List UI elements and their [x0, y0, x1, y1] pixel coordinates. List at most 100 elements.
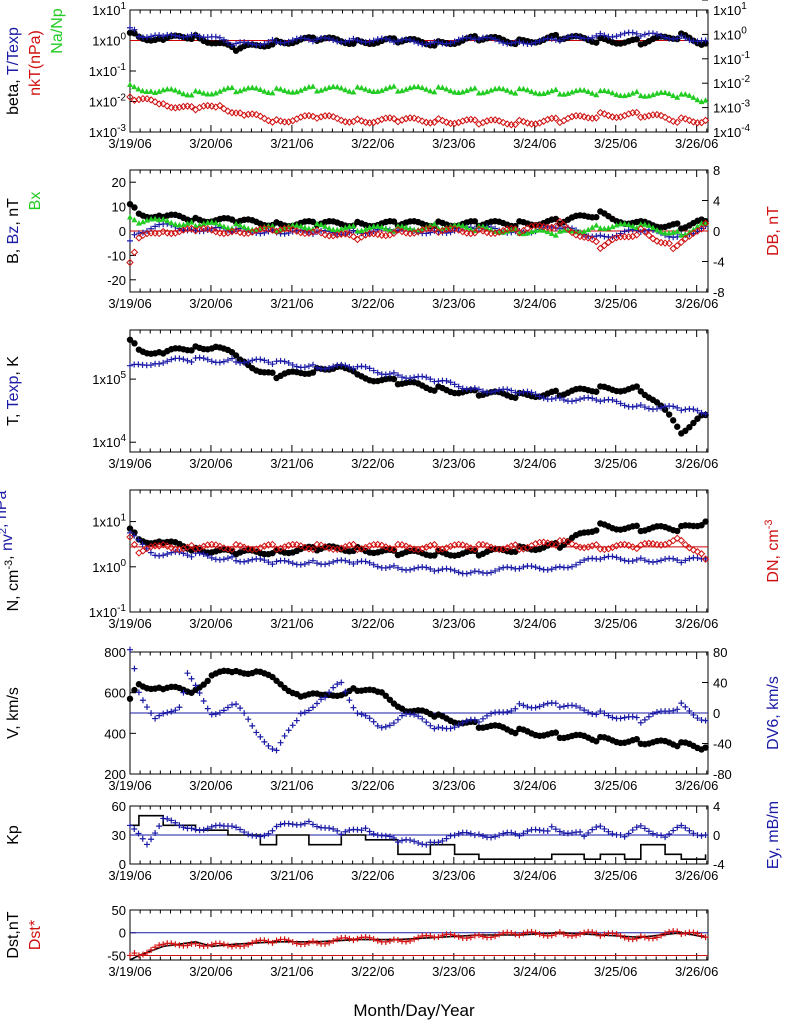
data-point [471, 218, 479, 225]
data-point [673, 118, 681, 127]
data-point [394, 372, 401, 379]
data-point [204, 677, 211, 685]
x-tick-label: 3/24/06 [513, 868, 556, 883]
data-point [504, 228, 511, 234]
data-point [431, 387, 438, 394]
data-point [451, 932, 458, 939]
data-point [415, 934, 422, 941]
data-point [504, 709, 511, 716]
data-point [515, 116, 524, 125]
data-point [390, 229, 398, 237]
data-point [354, 37, 361, 44]
data-point [229, 84, 235, 90]
data-point [653, 110, 661, 119]
data-point [597, 708, 604, 715]
data-point [232, 352, 240, 359]
data-point [333, 231, 341, 239]
data-point [694, 930, 701, 937]
data-point [556, 118, 564, 127]
data-point [200, 697, 207, 704]
data-point [261, 832, 268, 839]
data-point [394, 839, 401, 846]
y-left-tick-label: 200 [104, 767, 126, 782]
data-point [677, 238, 685, 246]
data-point [204, 705, 211, 712]
data-point [641, 404, 648, 411]
panel-3: 3/19/06 3/20/06 3/21/06 3/22/06 3/23/06 3/24/… [5, 329, 718, 471]
data-point [439, 932, 446, 939]
data-point [488, 834, 495, 841]
data-point [511, 225, 520, 233]
data-point [596, 244, 605, 253]
data-point [168, 708, 175, 715]
data-point [577, 559, 584, 566]
data-point [245, 557, 252, 564]
data-point [532, 564, 539, 571]
data-point [581, 929, 588, 936]
data-point [334, 83, 341, 90]
data-point [500, 85, 507, 92]
data-point [156, 942, 163, 949]
data-point [666, 928, 673, 935]
y-right-tick-label: 1x101 [713, 1, 747, 18]
data-point [617, 932, 624, 939]
data-point [257, 555, 264, 562]
y-right-tick-label: 8 [713, 163, 720, 178]
data-point [593, 213, 600, 221]
series-line [130, 814, 707, 860]
data-point [257, 41, 264, 48]
data-point [402, 542, 410, 550]
data-point [167, 544, 175, 552]
data-point [645, 231, 653, 240]
data-point [350, 937, 357, 944]
data-point [326, 364, 333, 371]
data-point [597, 398, 604, 405]
data-point [694, 715, 701, 722]
data-point [633, 824, 640, 831]
data-point [127, 214, 133, 220]
data-point [589, 395, 596, 402]
data-point [305, 111, 313, 120]
data-point [484, 570, 490, 577]
data-point [261, 738, 268, 745]
y-right-tick-label: 4 [713, 799, 720, 814]
series-3 [126, 533, 710, 563]
data-point [415, 839, 422, 846]
data-point [184, 942, 191, 949]
data-point [398, 227, 406, 236]
data-point [265, 830, 272, 837]
y-left-tick-label: 1x105 [92, 370, 126, 387]
data-point [350, 704, 357, 711]
y-left-label-2: Bx [27, 192, 44, 211]
data-point [329, 112, 337, 121]
plot-frame [129, 909, 709, 961]
x-tick-label: 3/25/06 [594, 868, 637, 883]
data-point [658, 832, 665, 839]
data-point [459, 385, 466, 392]
data-point [241, 359, 248, 366]
data-point [535, 222, 544, 230]
x-tick-label: 3/25/06 [594, 964, 637, 979]
data-point [382, 543, 390, 551]
data-point [144, 704, 150, 711]
data-point [156, 823, 163, 830]
data-point [454, 226, 463, 234]
data-point [354, 710, 361, 717]
data-point [516, 85, 523, 92]
data-point [459, 117, 467, 125]
data-point [697, 225, 706, 233]
data-point [245, 39, 252, 46]
data-point [694, 223, 701, 229]
data-point [528, 389, 535, 396]
data-point [629, 827, 636, 834]
data-point [585, 35, 592, 42]
data-point [330, 938, 337, 945]
data-point [159, 100, 167, 108]
data-point [548, 932, 555, 939]
data-point [322, 365, 329, 372]
data-point [435, 567, 442, 574]
y-left-tick-label: 1x101 [92, 513, 126, 530]
data-point [674, 404, 681, 411]
data-point [135, 536, 142, 543]
data-point [237, 705, 244, 712]
